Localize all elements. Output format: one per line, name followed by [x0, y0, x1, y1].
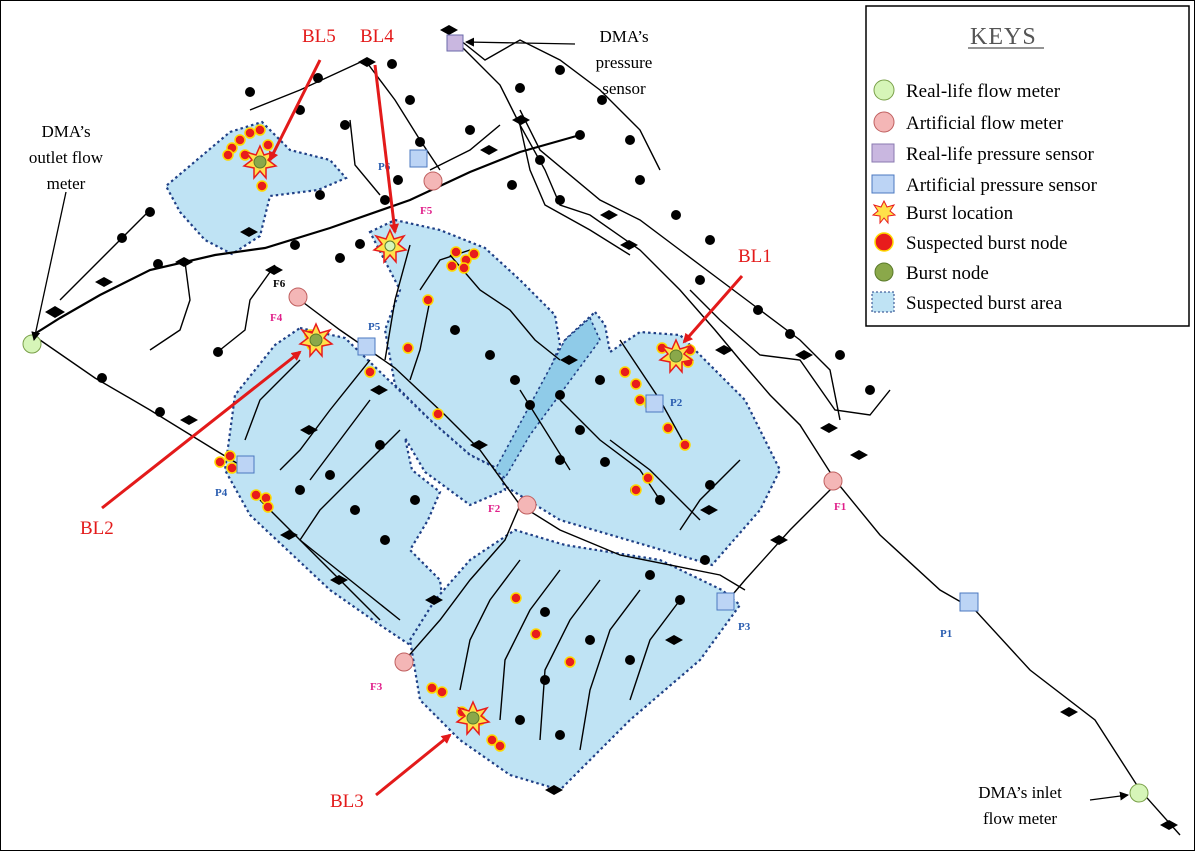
label-p2: P2 — [670, 397, 683, 409]
key-label-3: Artificial pressure sensor — [906, 175, 1098, 196]
suspected-burst-areas — [164, 120, 782, 792]
key-real-flow-meter-icon — [873, 79, 895, 101]
pressure-sensor-p2 — [645, 394, 664, 413]
label-f6: F6 — [273, 278, 286, 290]
key-artificial-flow-meter-icon — [873, 111, 895, 133]
flow-meter-f1 — [823, 471, 843, 491]
pressure-sensor-p5 — [357, 337, 376, 356]
pressure-sensor-p4 — [236, 455, 255, 474]
label-bl2: BL2 — [80, 518, 114, 539]
pressure-sensor-label-line1: DMA’s — [599, 27, 648, 46]
real-flow-meter-outlet — [22, 334, 42, 354]
key-artificial-pressure-sensor-icon — [871, 174, 895, 194]
keys-title: KEYS — [970, 24, 1037, 50]
valves — [45, 25, 1178, 830]
outlet-label-line2: outlet flow — [29, 148, 104, 167]
flow-meter-f2 — [517, 495, 537, 515]
burst-location-bl3 — [455, 700, 491, 737]
real-pressure-sensor — [446, 34, 464, 52]
label-f3: F3 — [370, 681, 383, 693]
key-burst-location-icon — [871, 199, 897, 225]
label-bl4: BL4 — [360, 26, 394, 47]
flow-meter-f5 — [423, 171, 443, 191]
flow-meter-f3 — [394, 652, 414, 672]
label-p4: P4 — [215, 487, 228, 499]
pressure-sensors — [236, 34, 979, 612]
pressure-sensor-p6 — [409, 149, 428, 168]
key-label-6: Burst node — [906, 263, 989, 284]
key-suspected-burst-area-icon — [871, 291, 895, 313]
label-p1: P1 — [940, 628, 952, 640]
burst-locations — [242, 144, 694, 737]
real-flow-meter-inlet — [1129, 783, 1149, 803]
label-bl1: BL1 — [738, 246, 772, 267]
burst-location-bl1 — [658, 338, 694, 375]
key-real-pressure-sensor-icon — [871, 143, 895, 163]
label-f4: F4 — [270, 312, 283, 324]
label-bl5: BL5 — [302, 26, 336, 47]
key-label-5: Suspected burst node — [906, 233, 1067, 254]
key-label-4: Burst location — [906, 203, 1014, 224]
key-label-1: Artificial flow meter — [906, 113, 1064, 134]
label-bl3: BL3 — [330, 791, 364, 812]
outlet-label-line1: DMA’s — [41, 122, 90, 141]
label-f1: F1 — [834, 501, 846, 513]
key-label-0: Real-life flow meter — [906, 81, 1061, 102]
burst-location-bl2 — [298, 322, 334, 359]
label-p3: P3 — [738, 621, 751, 633]
suspected-burst-area-bl2 — [223, 326, 507, 647]
burst-annotation-arrows — [101, 59, 744, 797]
pressure-sensor-label-line3: sensor — [602, 79, 646, 98]
burst-location-bl4 — [372, 228, 408, 265]
key-suspected-burst-node-icon — [874, 232, 894, 252]
label-f2: F2 — [488, 503, 501, 515]
keys-legend: KEYS Real-life flow meter Artificial flo… — [865, 5, 1190, 327]
inlet-label-line2: flow meter — [983, 809, 1057, 828]
label-p5: P5 — [368, 321, 381, 333]
suspected-burst-area-bl5 — [164, 120, 348, 256]
pipe-network — [24, 39, 1181, 836]
inlet-label-line1: DMA’s inlet — [978, 783, 1062, 802]
key-label-2: Real-life pressure sensor — [906, 144, 1094, 165]
key-label-7: Suspected burst area — [906, 293, 1063, 314]
pressure-sensor-p1 — [959, 592, 979, 612]
pressure-sensor-p3 — [716, 592, 735, 611]
junction-nodes — [97, 59, 875, 740]
outlet-label-line3: meter — [47, 174, 86, 193]
key-burst-node-icon — [874, 262, 894, 282]
description-arrows — [31, 37, 1129, 801]
pressure-sensor-label-line2: pressure — [596, 53, 653, 72]
label-f5: F5 — [420, 205, 433, 217]
flow-meter-f4 — [288, 287, 308, 307]
